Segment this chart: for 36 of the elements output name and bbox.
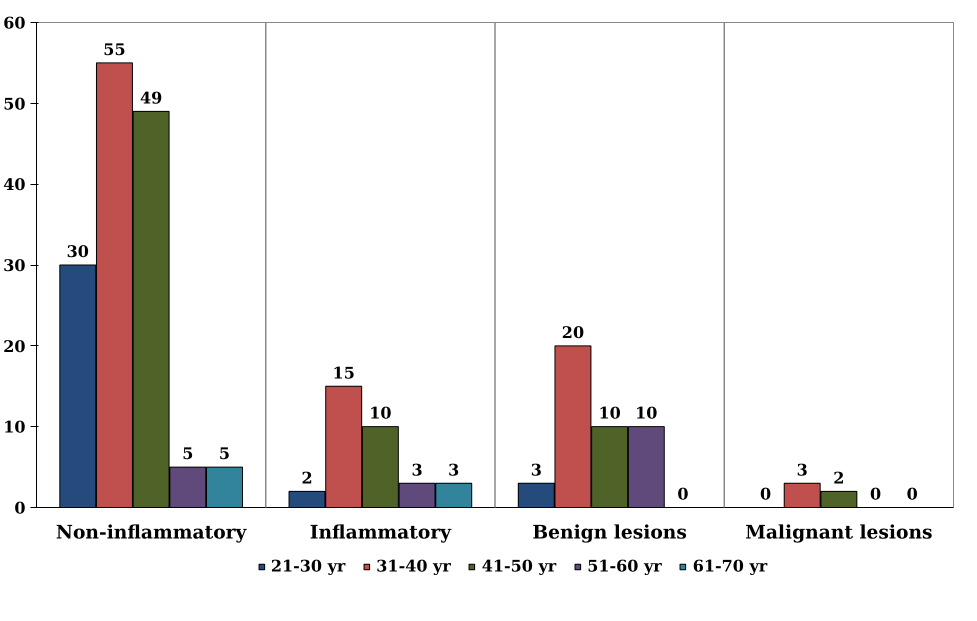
data-label: 3: [411, 460, 423, 480]
y-tick-label: 30: [3, 256, 26, 275]
x-tick-label: Non-inflammatory: [56, 522, 248, 544]
data-label: 0: [870, 484, 882, 504]
data-label: 2: [833, 468, 844, 488]
y-tick-label: 10: [3, 418, 26, 437]
x-tick-label: Inflammatory: [310, 522, 452, 544]
data-label: 2: [301, 468, 313, 488]
data-label: 20: [562, 322, 584, 342]
data-label: 3: [530, 460, 542, 480]
data-label: 3: [448, 460, 460, 480]
y-tick-label: 60: [3, 14, 26, 32]
y-tick-label: 0: [14, 498, 26, 518]
data-label: 5: [218, 444, 230, 464]
legend-label: 51-60 yr: [587, 556, 662, 576]
data-label: 49: [140, 88, 162, 108]
data-label: 0: [760, 484, 772, 504]
x-tick-label: Malignant lesions: [745, 522, 933, 544]
legend-label: 41-50 yr: [482, 556, 556, 576]
data-label: 0: [677, 484, 689, 504]
data-label: 3: [796, 460, 808, 480]
legend-label: 21-30 yr: [270, 556, 346, 576]
legend-label: 31-40 yr: [376, 556, 451, 576]
y-tick-label: 20: [3, 336, 26, 356]
y-tick-label: 40: [3, 175, 26, 194]
data-label: 15: [332, 363, 355, 382]
y-tick-label: 50: [3, 94, 26, 114]
data-label: 10: [369, 404, 392, 423]
data-label: 0: [906, 484, 918, 504]
legend-label: 61-70 yr: [692, 556, 768, 576]
data-label: 10: [635, 404, 658, 423]
data-label: 30: [66, 242, 89, 261]
data-label: 5: [182, 444, 194, 464]
data-label: 55: [103, 40, 126, 59]
data-label: 10: [598, 404, 621, 423]
x-tick-label: Benign lesions: [532, 522, 687, 544]
